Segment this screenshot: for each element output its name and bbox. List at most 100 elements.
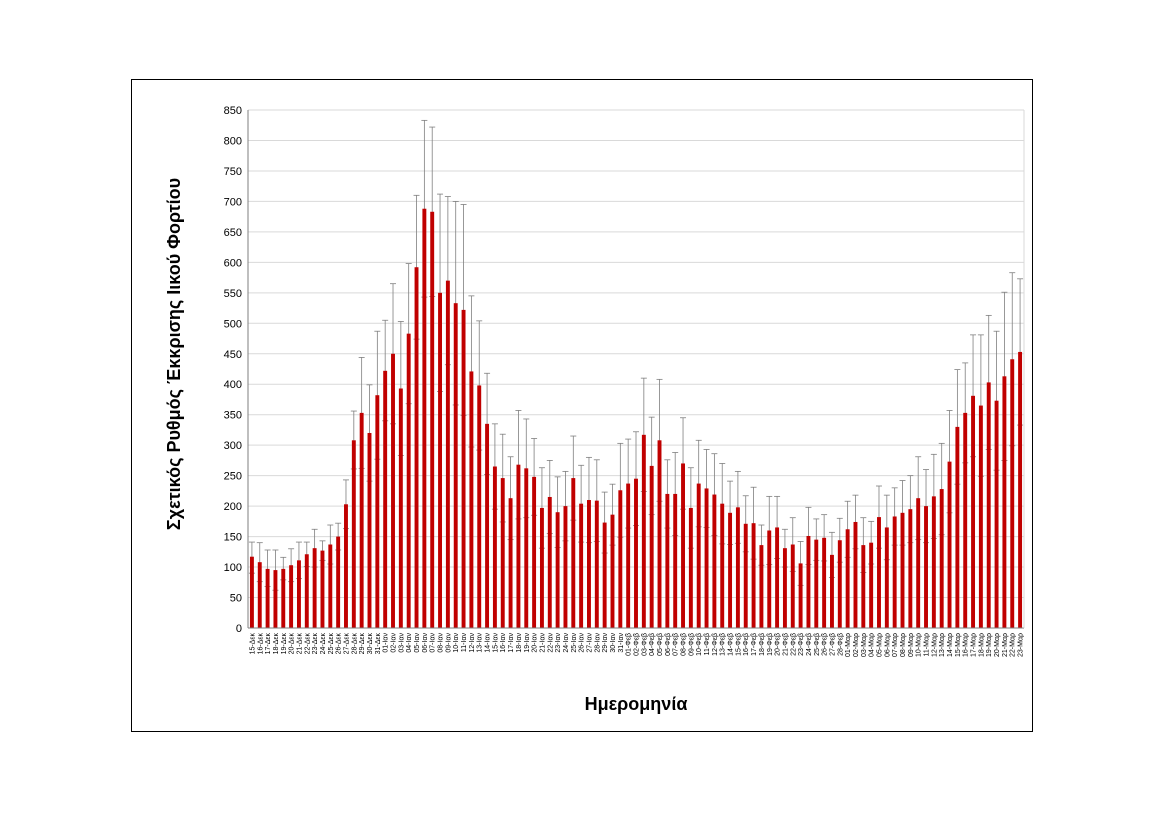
- x-tick-label: 19-Δεκ: [281, 633, 288, 655]
- bar: [947, 461, 952, 628]
- x-tick-label: 16-Μαρ: [963, 633, 970, 657]
- x-tick-label: 13-Φεβ: [720, 633, 727, 656]
- bar: [477, 385, 482, 628]
- bar: [994, 400, 999, 628]
- x-tick-label: 13-Μαρ: [939, 633, 946, 657]
- x-tick-label: 26-Δεκ: [336, 633, 343, 655]
- chart-svg: 0 50 100 150 200 250 300 350 400 450 500 550 600 650 7…: [164, 105, 1025, 714]
- bar: [877, 517, 881, 628]
- x-tick-label: 20-Φεβ: [775, 633, 782, 656]
- bar: [594, 500, 599, 628]
- y-tick-label: 800: [224, 135, 242, 147]
- x-tick-label: 11-Μαρ: [924, 633, 931, 656]
- x-tick-label: 22-Ιαν: [547, 633, 554, 653]
- bar: [383, 370, 388, 628]
- bar: [673, 493, 678, 628]
- x-tick-label: 24-Δεκ: [320, 633, 327, 655]
- x-tick-label: 23-Μαρ: [1018, 633, 1025, 657]
- y-tick-label: 350: [224, 410, 242, 422]
- x-tick-label: 25-Φεβ: [814, 633, 821, 656]
- y-tick-label: 450: [224, 349, 242, 361]
- x-tick-label: 15-Φεβ: [735, 633, 742, 656]
- bar: [688, 507, 693, 628]
- x-tick-label: 29-Δεκ: [359, 633, 366, 655]
- bar: [908, 509, 913, 628]
- x-tick-label: 20-Δεκ: [289, 633, 296, 655]
- x-tick-label: 21-Ιαν: [539, 633, 546, 653]
- x-tick-label: 18-Ιαν: [516, 633, 523, 653]
- bar: [602, 522, 607, 628]
- bar: [485, 423, 490, 628]
- x-axis-labels: 15-Δεκ 16-Δεκ 17-Δεκ 18-Δεκ 19-Δεκ 20-Δεκ 21-Δ…: [249, 633, 1024, 657]
- bar: [587, 500, 591, 628]
- bar: [492, 466, 497, 628]
- bar: [712, 494, 717, 628]
- y-tick-label: 200: [224, 501, 242, 513]
- bar: [414, 267, 419, 628]
- y-axis-title: Σχετικός Ρυθμός Έκκρισης Ιικού Φορτίου: [164, 178, 184, 530]
- x-tick-label: 13-Ιαν: [477, 633, 484, 653]
- bar: [759, 545, 764, 628]
- y-tick-label: 250: [224, 471, 242, 483]
- y-tick-label: 150: [224, 532, 242, 544]
- bar: [963, 412, 968, 628]
- y-tick-label: 100: [224, 562, 242, 574]
- bar: [743, 523, 748, 628]
- x-tick-label: 11-Φεβ: [704, 633, 711, 655]
- x-tick-label: 06-Φεβ: [665, 633, 672, 656]
- x-tick-label: 22-Δεκ: [304, 633, 311, 655]
- bar: [649, 465, 654, 628]
- bar: [634, 478, 638, 628]
- x-tick-label: 03-Ιαν: [398, 633, 405, 653]
- x-tick-label: 06-Ιαν: [422, 633, 429, 653]
- y-tick-label: 500: [224, 318, 242, 330]
- x-tick-label: 31-Ιαν: [618, 633, 625, 653]
- x-tick-label: 16-Ιαν: [500, 633, 507, 653]
- bar: [524, 468, 529, 628]
- bar: [728, 512, 733, 628]
- x-tick-label: 08-Φεβ: [681, 633, 688, 656]
- x-tick-label: 06-Μαρ: [884, 633, 891, 657]
- bar: [720, 503, 725, 628]
- y-tick-label: 550: [224, 288, 242, 300]
- bar: [453, 303, 458, 628]
- x-tick-label: 01-Φεβ: [626, 633, 633, 656]
- bar: [289, 565, 294, 628]
- bar: [469, 371, 474, 628]
- x-tick-label: 25-Δεκ: [328, 633, 335, 655]
- bar: [430, 211, 435, 628]
- x-tick-label: 17-Ιαν: [508, 633, 515, 653]
- bar: [735, 507, 740, 628]
- bar: [814, 539, 819, 628]
- bar: [516, 464, 521, 628]
- bar: [563, 506, 568, 628]
- bar: [900, 512, 905, 628]
- y-tick-label: 650: [224, 227, 242, 239]
- x-tick-label: 15-Δεκ: [249, 633, 256, 655]
- bar: [986, 382, 991, 628]
- bar: [351, 440, 356, 628]
- x-tick-label: 02-Φεβ: [634, 633, 641, 656]
- x-tick-label: 09-Φεβ: [688, 633, 695, 656]
- x-tick-label: 07-Φεβ: [673, 633, 680, 656]
- x-tick-label: 26-Ιαν: [579, 633, 586, 653]
- x-tick-label: 18-Δεκ: [273, 633, 280, 655]
- bar: [610, 514, 615, 628]
- x-tick-label: 02-Ιαν: [391, 633, 398, 653]
- bar: [257, 562, 262, 628]
- bar: [1002, 376, 1007, 628]
- x-tick-label: 21-Μαρ: [1002, 633, 1009, 657]
- bar: [798, 563, 803, 628]
- x-tick-label: 15-Ιαν: [492, 633, 499, 653]
- x-tick-label: 02-Μαρ: [853, 633, 860, 657]
- x-tick-label: 11-Ιαν: [461, 633, 468, 653]
- x-tick-label: 03-Μαρ: [861, 633, 868, 657]
- y-tick-label: 750: [224, 166, 242, 178]
- x-tick-label: 03-Φεβ: [641, 633, 648, 656]
- x-tick-label: 18-Μαρ: [978, 633, 985, 657]
- bar: [296, 560, 301, 628]
- bar: [681, 463, 685, 628]
- y-tick-label: 400: [224, 379, 242, 391]
- x-tick-label: 12-Ιαν: [469, 633, 476, 653]
- y-tick-label: 700: [224, 196, 242, 208]
